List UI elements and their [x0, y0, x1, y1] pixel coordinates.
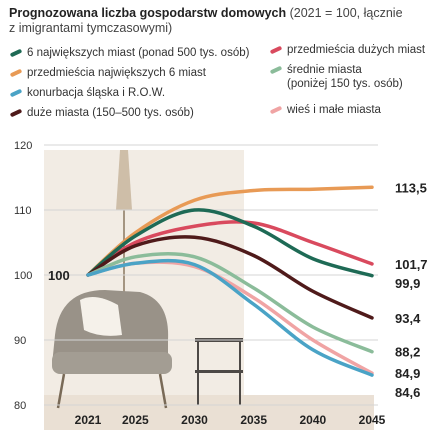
series-line-suburbs_big6	[86, 185, 374, 277]
room-illustration	[44, 150, 374, 430]
cushion	[80, 296, 122, 336]
y-axis: 80 90 100 110 120	[14, 140, 32, 412]
legend-label-line2: (poniżej 150 tys. osób)	[287, 78, 403, 90]
chair-leg	[56, 373, 66, 409]
legend-label: duże miasta (150–500 tys. osób)	[27, 107, 194, 119]
side-table-shelf	[195, 370, 243, 373]
legend-item-suburbs-big6: przedmieścia największych 6 miast	[9, 66, 206, 80]
chair-leg	[158, 373, 168, 409]
y-tick-label: 120	[14, 140, 32, 152]
x-axis: 2021 2025 2030 2035 2040 2045	[75, 413, 386, 427]
x-tick-label: 2035	[240, 413, 267, 427]
legend-label: przedmieścia największych 6 miast	[27, 67, 206, 79]
end-labels: 113,5 101,7 99,9 93,4 88,2 84,9 84,6 100	[48, 180, 428, 400]
legend-item-big6: 6 największych miast (ponad 500 tys. osó…	[9, 46, 250, 60]
legend-item-rural: wieś i małe miasta	[269, 103, 381, 117]
start-label: 100	[48, 268, 70, 283]
end-label-suburbs_big6: 113,5	[395, 180, 427, 195]
legend-label: średnie miasta	[287, 64, 362, 76]
legend-item-conurbation: konurbacja śląska i R.O.W.	[9, 86, 166, 100]
y-tick-label: 110	[14, 205, 32, 217]
x-tick-label: 2030	[181, 413, 208, 427]
legend-label: konurbacja śląska i R.O.W.	[27, 87, 166, 99]
legend-label: wieś i małe miasta	[287, 104, 381, 116]
armchair-seat	[52, 352, 172, 374]
chart-title-block: Prognozowana liczba gospodarstw domowych…	[9, 6, 434, 36]
legend-item-large-cities: duże miasta (150–500 tys. osób)	[9, 106, 194, 120]
legend-item-medium: średnie miasta (poniżej 150 tys. osób)	[269, 63, 403, 91]
y-tick-label: 80	[14, 400, 26, 412]
chart-title: Prognozowana liczba gospodarstw domowych	[9, 6, 287, 20]
series-line-big6	[86, 208, 374, 278]
end-label-medium: 88,2	[395, 345, 420, 360]
legend-item-suburbs-large: przedmieścia dużych miast	[269, 43, 426, 57]
x-tick-label: 2045	[359, 413, 386, 427]
end-label-large_cities: 93,4	[395, 311, 421, 326]
end-label-rural: 84,9	[395, 366, 420, 381]
floor-rug	[44, 395, 374, 430]
x-tick-label: 2021	[75, 413, 102, 427]
series-lines	[86, 185, 374, 377]
lamp-shade	[116, 150, 132, 210]
end-label-conurbation: 84,6	[395, 385, 420, 400]
legend-label: przedmieścia dużych miast	[287, 44, 426, 56]
series-line-suburbs_large	[86, 220, 374, 277]
grid-lines	[44, 144, 378, 406]
series-line-large_cities	[86, 235, 374, 320]
wall-panel	[44, 150, 244, 430]
chart-subtitle-2: z imigrantami tymczasowymi)	[9, 21, 173, 35]
chart-subtitle: (2021 = 100, łącznie	[289, 6, 403, 20]
end-label-big6: 99,9	[395, 276, 420, 291]
end-label-suburbs_large: 101,7	[395, 257, 428, 272]
series-line-medium	[86, 251, 374, 354]
y-tick-label: 100	[14, 270, 32, 282]
series-line-conurbation	[86, 258, 374, 377]
y-tick-label: 90	[14, 335, 26, 347]
x-tick-label: 2040	[299, 413, 326, 427]
legend-label: 6 największych miast (ponad 500 tys. osó…	[27, 47, 250, 59]
x-tick-label: 2025	[122, 413, 149, 427]
